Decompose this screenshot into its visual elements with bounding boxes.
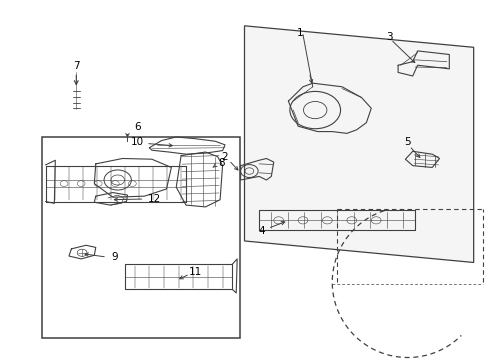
Polygon shape [244, 26, 473, 262]
Text: 4: 4 [258, 226, 265, 236]
Text: 3: 3 [386, 32, 392, 41]
Text: 6: 6 [134, 122, 140, 132]
Text: 8: 8 [217, 158, 224, 168]
Text: 9: 9 [111, 252, 118, 262]
Text: 7: 7 [73, 61, 80, 71]
Text: 10: 10 [130, 137, 143, 147]
Text: 2: 2 [221, 152, 228, 162]
Bar [42, 137, 239, 338]
Text: 11: 11 [189, 267, 202, 277]
Text: 5: 5 [404, 137, 410, 147]
Text: 1: 1 [297, 28, 303, 38]
Text: 12: 12 [147, 194, 161, 204]
